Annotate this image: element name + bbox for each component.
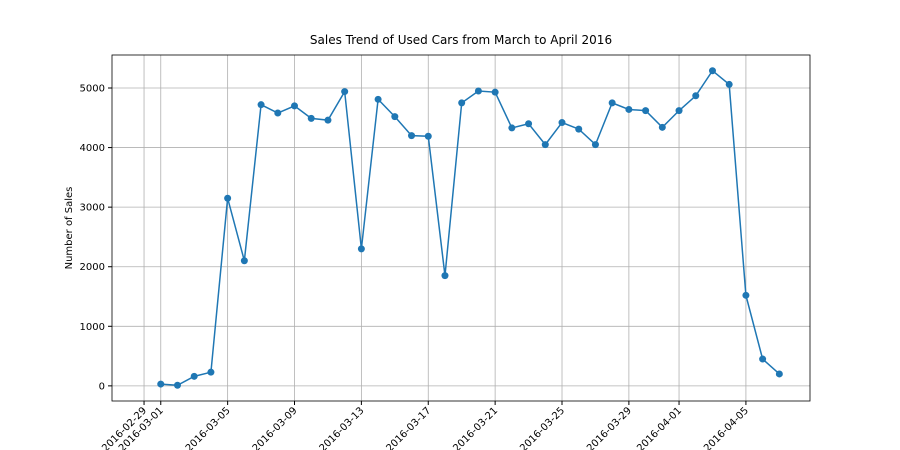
y-tick-label: 3000 [80,203,105,214]
marker [441,272,449,280]
x-tick-label: 2016-03-25 [518,405,567,450]
marker [658,123,666,131]
marker [692,92,700,100]
marker [508,124,516,132]
marker [408,132,416,140]
marker [307,114,315,122]
marker [608,99,616,107]
marker [424,132,432,140]
marker [157,380,165,388]
x-tick-label: 2016-03-05 [184,405,233,450]
y-tick-label: 1000 [80,322,105,333]
marker [525,120,533,128]
y-tick-label: 0 [99,381,105,392]
marker [591,141,599,149]
marker [491,88,499,96]
x-tick-label: 2016-03-13 [318,405,367,450]
marker [725,80,733,88]
marker [291,102,299,110]
marker [224,194,232,202]
marker [357,245,365,253]
y-tick-label: 5000 [80,84,105,95]
marker [257,101,265,109]
x-tick-label: 2016-03-09 [251,405,300,450]
marker [474,87,482,95]
plot-frame [111,54,811,402]
line [160,69,780,387]
y-tick-label: 2000 [80,262,105,273]
marker [391,113,399,121]
x-tick-label: 2016-04-01 [635,405,684,450]
marker [274,109,282,117]
x-tick-label: 2016-03-29 [585,405,634,450]
marker [675,107,683,115]
marker [374,95,382,103]
marker [742,291,750,299]
marker [190,372,198,380]
y-tick-label: 4000 [80,143,105,154]
marker [575,125,583,133]
chart-title: Sales Trend of Used Cars from March to A… [310,33,612,47]
marker [173,381,181,389]
marker [207,368,215,376]
x-tick-label: 2016-03-21 [451,405,500,450]
marker [324,116,332,124]
y-axis-label: Number of Sales [64,187,75,270]
marker [341,88,349,96]
marker [759,355,767,363]
x-tick-label: 2016-03-17 [385,405,434,450]
marker [775,370,783,378]
marker [458,99,466,107]
marker [558,119,566,127]
marker [541,141,549,149]
x-tick-label: 2016-04-05 [702,405,751,450]
marker [240,257,248,265]
marker [708,67,716,75]
marker [642,107,650,115]
marker [625,105,633,113]
